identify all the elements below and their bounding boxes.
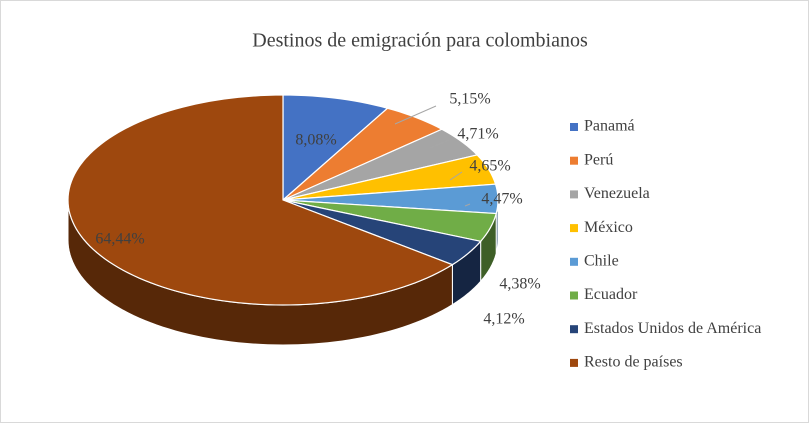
legend-swatch [570, 190, 578, 199]
data-label: 4,38% [499, 276, 540, 293]
legend-swatch [570, 156, 578, 165]
legend-swatch [570, 291, 578, 300]
data-label: 4,65% [469, 158, 510, 175]
leader-line [464, 203, 471, 207]
leader-line [394, 105, 437, 125]
data-label: 4,47% [481, 191, 522, 208]
legend-label: Chile [584, 252, 619, 269]
slice [282, 183, 499, 215]
data-label: 4,12% [483, 311, 524, 328]
slice [282, 154, 497, 201]
leader-line [429, 139, 450, 149]
slice [282, 128, 479, 201]
legend-swatch [570, 257, 578, 266]
slice [282, 94, 389, 202]
data-label: 4,71% [457, 126, 498, 143]
legend-swatch [570, 123, 578, 131]
legend-label: Panamá [584, 118, 635, 135]
slice [282, 199, 482, 266]
legend-label: Resto de países [584, 354, 683, 371]
slice [282, 107, 444, 201]
legend-label: Venezuela [584, 185, 650, 202]
data-label: 8,08% [295, 132, 336, 149]
slice [67, 94, 454, 306]
legend-label: Ecuador [584, 286, 638, 303]
data-label: 5,15% [449, 91, 490, 108]
slice [282, 199, 497, 242]
legend-label: México [584, 219, 633, 236]
legend-label: Perú [584, 151, 613, 168]
chart-title: Destinos de emigración para colombianos [252, 30, 588, 52]
legend-label: Estados Unidos de América [584, 320, 761, 337]
legend-swatch [570, 224, 578, 233]
data-label: 64,44% [95, 231, 144, 248]
legend-swatch [570, 325, 578, 334]
legend-swatch [570, 358, 578, 367]
leader-line [449, 171, 463, 181]
